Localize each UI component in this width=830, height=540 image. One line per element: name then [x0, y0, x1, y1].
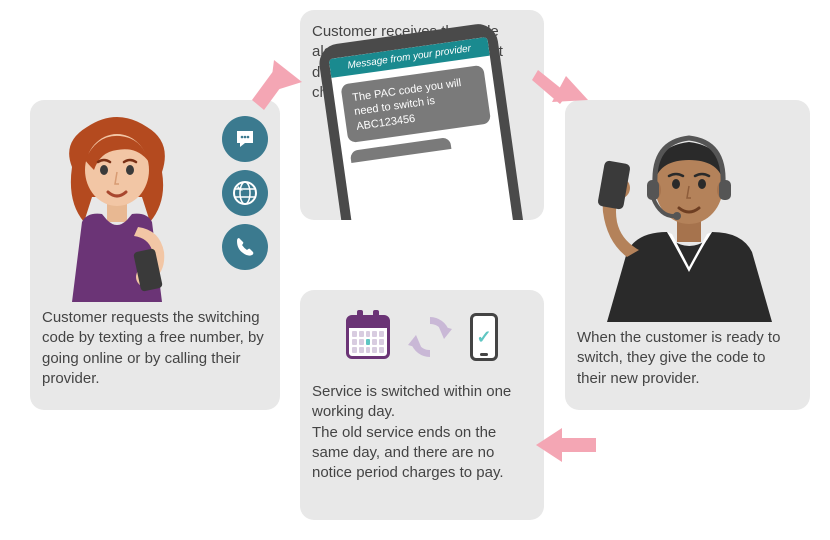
- agent-illustration: [577, 112, 798, 322]
- arrow-step-2-to-3: [532, 60, 592, 110]
- call-center-agent-illustration: [577, 112, 802, 322]
- step-1-text: Customer requests the switching code by …: [42, 308, 268, 389]
- step-3-text: When the customer is ready to switch, th…: [577, 328, 798, 389]
- calendar-icon: [346, 315, 390, 359]
- phone-checked-icon: ✓: [470, 313, 498, 361]
- phone-message-illustration: Message from your provider The PAC code …: [312, 113, 532, 220]
- switch-icons-row: ✓: [312, 302, 532, 372]
- message-bubble: The PAC code you will need to switch is …: [340, 65, 491, 143]
- globe-icon: [222, 170, 268, 216]
- checkmark-icon: ✓: [476, 327, 491, 348]
- sms-icon: [222, 116, 268, 162]
- woman-with-phone-illustration: [42, 112, 192, 302]
- panel-step-4: ✓ Service is switched within one working…: [300, 290, 544, 520]
- panel-step-3: When the customer is ready to switch, th…: [565, 100, 810, 410]
- panel-step-2: Customer receives the code along with im…: [300, 10, 544, 220]
- customer-illustration: [42, 112, 268, 302]
- arrow-step-1-to-2: [252, 60, 312, 110]
- arrow-step-3-to-4: [536, 428, 596, 462]
- panel-step-1: Customer requests the switching code by …: [30, 100, 280, 410]
- contact-method-icons: [222, 116, 268, 270]
- message-bubble-partial: [350, 137, 451, 163]
- step-4-text: Service is switched within one working d…: [312, 382, 532, 483]
- sync-icon: [404, 311, 456, 363]
- phone-icon: [222, 224, 268, 270]
